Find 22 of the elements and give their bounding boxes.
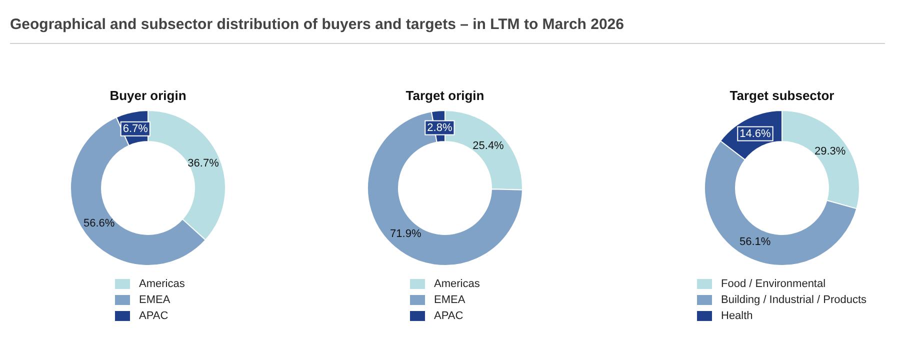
data-label: 29.3% — [814, 145, 846, 158]
data-label: 36.7% — [188, 158, 220, 170]
data-label: 56.1% — [739, 236, 771, 248]
legend-label: Health — [721, 310, 753, 322]
data-label: 2.8% — [427, 122, 452, 134]
text: Geographical and subsector distribution of buyers and targets – in LTM to March 2026 — [10, 16, 624, 33]
chart-title: Target subsector — [728, 88, 836, 103]
legend-label: EMEA — [434, 294, 466, 306]
legend-label: Food / Environmental — [721, 278, 826, 290]
legend-label: Americas — [434, 278, 480, 290]
data-label: 56.6% — [83, 218, 115, 230]
chart-title: Target origin — [404, 88, 486, 103]
data-label: 14.6% — [740, 128, 772, 140]
legend-label: Building / Industrial / Products — [721, 294, 867, 306]
data-label: 6.7% — [122, 122, 148, 135]
legend-label: APAC — [434, 310, 464, 322]
chart-title: Buyer origin — [108, 88, 188, 103]
legend-label: EMEA — [139, 294, 170, 306]
data-label: 25.4% — [472, 140, 504, 152]
data-label: 71.9% — [390, 228, 422, 240]
legend-label: APAC — [139, 310, 168, 322]
legend-label: Americas — [139, 278, 185, 290]
